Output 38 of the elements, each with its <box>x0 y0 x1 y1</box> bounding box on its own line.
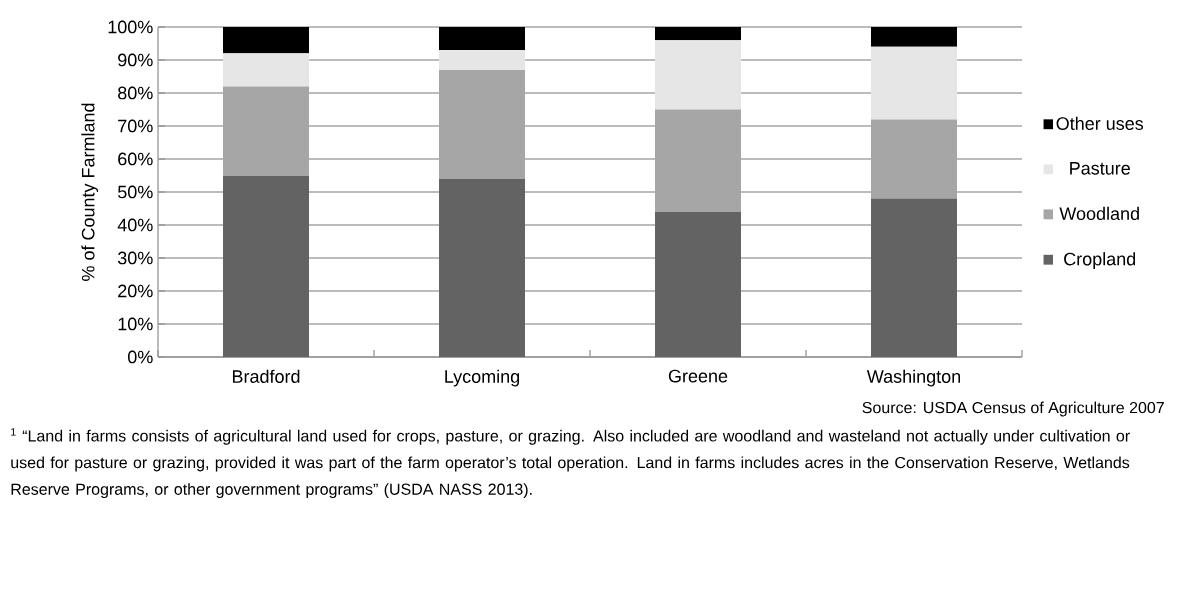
y-tick-label: 80% <box>118 86 153 100</box>
y-tick-label: 40% <box>117 218 153 232</box>
x-tick-label: Washington <box>866 369 961 387</box>
bar <box>871 26 957 47</box>
bar <box>655 109 741 212</box>
x-tick-label: Greene <box>668 369 728 383</box>
bar <box>439 50 525 70</box>
source-note: Source: USDA Census of Agriculture 2007 <box>862 401 1164 417</box>
y-tick-label: 90% <box>118 53 153 67</box>
bar <box>439 69 525 179</box>
y-axis-title: % of County Farmland <box>81 103 99 281</box>
bar <box>223 86 310 176</box>
bar <box>655 211 741 357</box>
legend-label: Other uses <box>1056 116 1144 130</box>
bar <box>439 178 525 357</box>
bar <box>655 26 741 41</box>
bar <box>439 26 525 51</box>
y-tick-label: 100% <box>108 20 153 34</box>
bar <box>223 53 310 87</box>
y-tick-label: 10% <box>118 317 153 331</box>
bar <box>655 40 741 110</box>
legend-label: Pasture <box>1070 162 1130 175</box>
x-tick-label: Bradford <box>232 369 300 383</box>
x-tick-label: Lycoming <box>445 369 520 387</box>
bar <box>223 26 310 54</box>
legend-label: Cropland <box>1064 252 1136 269</box>
y-tick-label: 70% <box>118 119 153 133</box>
legend-label: Woodland <box>1059 206 1139 221</box>
bar <box>223 175 310 357</box>
bar <box>871 119 957 199</box>
bar <box>871 198 957 357</box>
y-tick-label: 30% <box>117 251 153 265</box>
y-tick-label: 20% <box>118 284 153 298</box>
bar <box>871 46 957 120</box>
y-tick-label: 50% <box>117 185 153 199</box>
y-tick-label: 60% <box>118 152 153 166</box>
text: $^{1}$ “Land in farms consists of agricultural land used for crops, pasture, or grazing. Also included are woodland and wasteland not actually under cultivation or used for pasture or grazing, provided it was part of the farm operator’s total operation. Land in farms includes acres in the Conservation Reserve, Wetlands Reserve Programs, or other government programs” (USDA NASS 2013). <box>11 428 1130 499</box>
y-tick-label: 0% <box>127 350 153 364</box>
